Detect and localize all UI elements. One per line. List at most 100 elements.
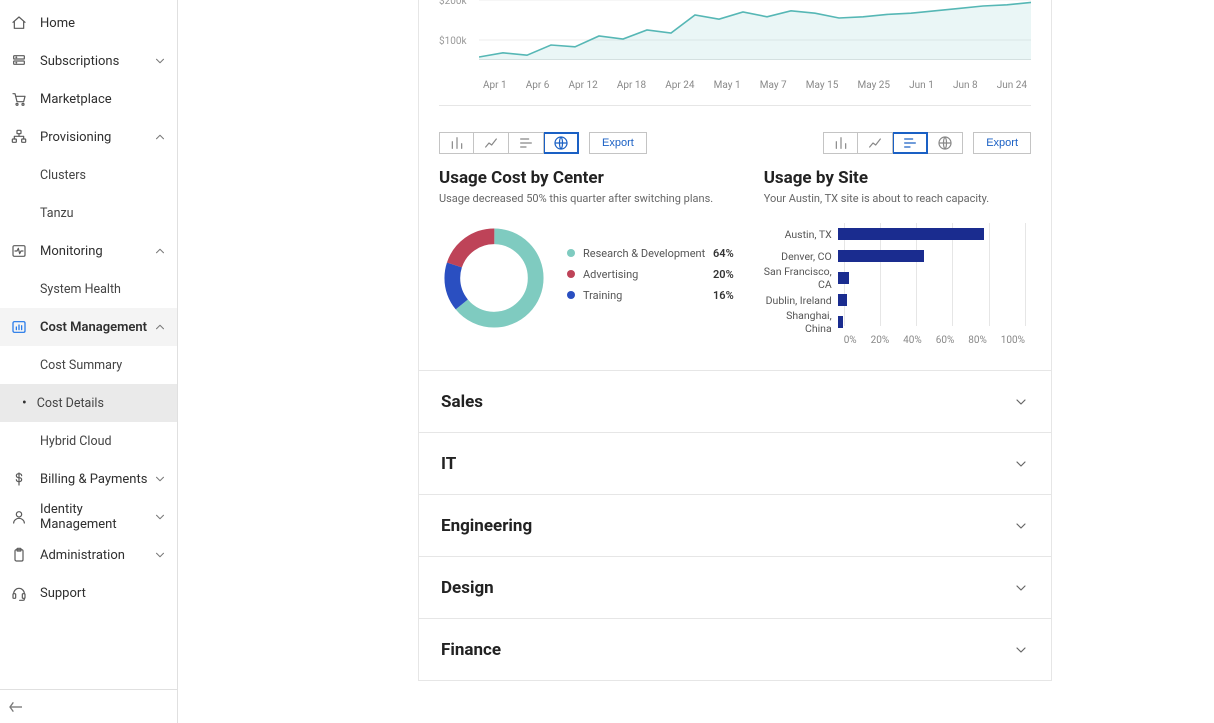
hbar-bar bbox=[838, 228, 984, 240]
chart-type-buttongroup bbox=[823, 132, 963, 154]
hbar-category: San Francisco, CA bbox=[764, 265, 838, 291]
sidebar-item-syshealth[interactable]: System Health bbox=[0, 270, 177, 308]
panel-subtitle: Usage decreased 50% this quarter after s… bbox=[439, 192, 734, 205]
tree-icon bbox=[8, 126, 30, 148]
sidebar-item-costmgmt[interactable]: Cost Management bbox=[0, 308, 177, 346]
chevron-down-icon bbox=[1013, 456, 1029, 472]
accordion-item-design[interactable]: Design bbox=[419, 556, 1051, 618]
sidebar-item-label: System Health bbox=[40, 282, 167, 297]
chart-type-vbar-button[interactable] bbox=[439, 132, 474, 154]
accordion-title: Sales bbox=[441, 392, 483, 412]
legend-label: Advertising bbox=[583, 268, 713, 281]
sidebar-item-tanzu[interactable]: Tanzu bbox=[0, 194, 177, 232]
export-button-right[interactable]: Export bbox=[973, 132, 1031, 154]
home-icon bbox=[8, 12, 30, 34]
accordion-item-engineering[interactable]: Engineering bbox=[419, 494, 1051, 556]
sidebar-item-costdetails[interactable]: Cost Details bbox=[0, 384, 177, 422]
usage-by-center-panel: Usage Cost by Center Usage decreased 50%… bbox=[439, 168, 734, 346]
hbar-row: Denver, CO bbox=[764, 245, 1025, 267]
chevron-up-icon bbox=[153, 130, 167, 144]
sidebar-item-marketplace[interactable]: Marketplace bbox=[0, 80, 177, 118]
accordion-item-it[interactable]: IT bbox=[419, 432, 1051, 494]
chart-type-globe-button[interactable] bbox=[928, 132, 963, 154]
line-chart-xtick: May 25 bbox=[857, 80, 890, 91]
chart-type-linei-button[interactable] bbox=[474, 132, 509, 154]
hbar-category: Shanghai, China bbox=[764, 309, 838, 335]
collapse-icon bbox=[8, 699, 24, 715]
chevron-down-icon bbox=[153, 54, 167, 68]
hbar-xtick: 40% bbox=[903, 335, 922, 346]
accordion-title: Engineering bbox=[441, 516, 532, 536]
sidebar-item-monitoring[interactable]: Monitoring bbox=[0, 232, 177, 270]
chevron-down-icon bbox=[153, 472, 167, 486]
sidebar-item-subscriptions[interactable]: Subscriptions bbox=[0, 42, 177, 80]
chevron-down-icon bbox=[1013, 642, 1029, 658]
hbar-track bbox=[838, 314, 1025, 330]
line-chart-xtick: May 7 bbox=[760, 80, 787, 91]
chart-type-hbari-button[interactable] bbox=[893, 132, 928, 154]
line-chart-xtick: Jun 8 bbox=[953, 80, 978, 91]
sidebar-item-clusters[interactable]: Clusters bbox=[0, 156, 177, 194]
sidebar-item-label: Provisioning bbox=[40, 130, 153, 145]
line-chart-xtick: Apr 1 bbox=[483, 80, 507, 91]
hbar-row: Dublin, Ireland bbox=[764, 289, 1025, 311]
line-chart-xtick: Jun 24 bbox=[997, 80, 1027, 91]
hbar-chart: Austin, TX Denver, COSan Francisco, CADub… bbox=[764, 223, 1031, 346]
legend-value: 20% bbox=[713, 268, 734, 281]
chart-type-vbar-button[interactable] bbox=[823, 132, 858, 154]
sidebar-item-identity[interactable]: Identity Management bbox=[0, 498, 177, 536]
line-chart-xtick: Apr 24 bbox=[665, 80, 694, 91]
hbar-xtick: 60% bbox=[936, 335, 955, 346]
legend-dot bbox=[567, 270, 575, 278]
sidebar-item-home[interactable]: Home bbox=[0, 4, 177, 42]
hbar-track bbox=[838, 292, 1025, 308]
pulse-icon bbox=[8, 240, 30, 262]
sidebar-item-costsummary[interactable]: Cost Summary bbox=[0, 346, 177, 384]
sidebar-item-label: Marketplace bbox=[40, 92, 167, 107]
line-chart-panel: $200k $100k Apr 1Apr 6Apr 12Apr 18Apr 24… bbox=[419, 0, 1051, 132]
chevron-down-icon bbox=[1013, 580, 1029, 596]
accordion-item-sales[interactable]: Sales bbox=[419, 370, 1051, 432]
accordion-item-finance[interactable]: Finance bbox=[419, 618, 1051, 680]
hbar-row: San Francisco, CA bbox=[764, 267, 1025, 289]
linei-icon bbox=[867, 135, 883, 151]
accordion-title: IT bbox=[441, 454, 456, 474]
hbari-icon bbox=[902, 135, 918, 151]
sidebar-item-label: Monitoring bbox=[40, 244, 153, 259]
sidebar-item-provisioning[interactable]: Provisioning bbox=[0, 118, 177, 156]
sidebar-item-label: Tanzu bbox=[40, 206, 167, 221]
chevron-down-icon bbox=[153, 510, 167, 524]
sidebar-item-support[interactable]: Support bbox=[0, 574, 177, 612]
chart-type-hbari-button[interactable] bbox=[509, 132, 544, 154]
vbar-icon bbox=[833, 135, 849, 151]
sidebar-item-label: Home bbox=[40, 16, 167, 31]
sidebar-item-label: Administration bbox=[40, 548, 153, 563]
vbar-icon bbox=[449, 135, 465, 151]
hbar-track bbox=[838, 248, 1025, 264]
sidebar-item-billing[interactable]: Billing & Payments bbox=[0, 460, 177, 498]
user-icon bbox=[8, 506, 30, 528]
hbar-xtick: 80% bbox=[968, 335, 987, 346]
toolbar-right: Export bbox=[823, 132, 1031, 154]
chevron-down-icon bbox=[1013, 394, 1029, 410]
line-chart-ytick: $200k bbox=[439, 0, 467, 7]
headset-icon bbox=[8, 582, 30, 604]
chart-type-globe-button[interactable] bbox=[544, 132, 579, 154]
chevron-down-icon bbox=[153, 548, 167, 562]
chart-type-linei-button[interactable] bbox=[858, 132, 893, 154]
sidebar-collapse-toggle[interactable] bbox=[0, 689, 177, 723]
hbar-category: Austin, TX bbox=[764, 228, 838, 241]
line-chart-xtick: Apr 6 bbox=[526, 80, 550, 91]
sidebar-item-label: Clusters bbox=[40, 168, 167, 183]
sidebar-item-hybridcloud[interactable]: Hybrid Cloud bbox=[0, 422, 177, 460]
sidebar-item-admin[interactable]: Administration bbox=[0, 536, 177, 574]
legend-dot bbox=[567, 249, 575, 257]
sidebar-item-label: Cost Management bbox=[40, 320, 153, 335]
legend-dot bbox=[567, 291, 575, 299]
hbari-icon bbox=[518, 135, 534, 151]
panel-subtitle: Your Austin, TX site is about to reach c… bbox=[764, 192, 1031, 205]
export-button-left[interactable]: Export bbox=[589, 132, 647, 154]
sidebar-item-label: Cost Details bbox=[37, 396, 167, 411]
charts-row: Usage Cost by Center Usage decreased 50%… bbox=[419, 168, 1051, 370]
hbar-xaxis: 0%20%40%60%80%100% bbox=[844, 333, 1025, 346]
